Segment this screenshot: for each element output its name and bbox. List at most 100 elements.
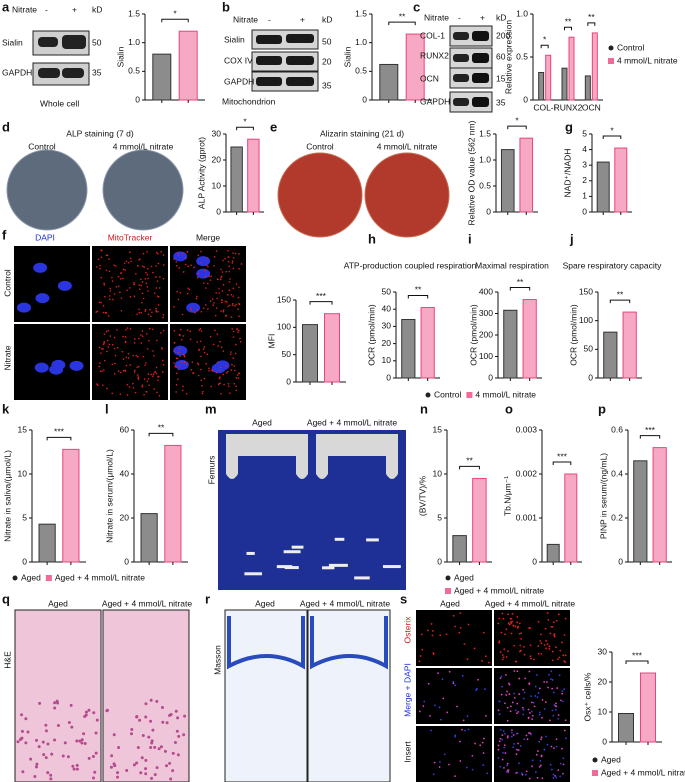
bar xyxy=(545,54,552,101)
y-tick-label: 15 xyxy=(433,424,443,434)
osx-dot xyxy=(432,652,435,654)
y-axis-label: OCR (pmol/min) xyxy=(468,304,478,366)
y-tick-label: 0 xyxy=(532,556,537,566)
osx-dot xyxy=(440,718,442,721)
mito-dot xyxy=(182,271,185,273)
osx-dot xyxy=(521,773,524,776)
mito-dot xyxy=(209,279,212,281)
mito-dot xyxy=(145,271,147,274)
osx-dot xyxy=(421,648,424,651)
mito-dot xyxy=(162,359,164,362)
mito-dot xyxy=(237,331,239,333)
he-cell xyxy=(67,720,71,724)
mito-dot xyxy=(146,273,149,276)
mito-dot xyxy=(150,373,153,376)
mito-dot xyxy=(228,304,231,307)
legend-label: Aged + 4 mmol/L nitrate xyxy=(601,767,685,777)
mito-dot xyxy=(141,301,143,304)
y-tick-label: 200 xyxy=(479,329,493,339)
osx-dot xyxy=(543,644,546,646)
mito-dot xyxy=(155,251,158,254)
y-tick-label: 30 xyxy=(212,128,222,138)
mito-dot xyxy=(152,375,154,377)
mito-dot xyxy=(113,347,116,350)
blot-band xyxy=(472,97,489,107)
osx-dot xyxy=(471,768,474,771)
mito-dot xyxy=(193,266,196,269)
mito-dot xyxy=(181,313,184,316)
mito-dot xyxy=(176,290,178,293)
mito-dot xyxy=(158,395,161,397)
mito-dot xyxy=(103,282,105,285)
mito-dot xyxy=(240,263,243,265)
he-cell xyxy=(112,762,116,766)
osx-dot xyxy=(506,719,509,722)
blot-band xyxy=(62,68,84,78)
he-cell xyxy=(174,709,178,713)
panel-letter: j xyxy=(569,231,574,246)
osx-dot xyxy=(551,659,554,662)
osx-dot xyxy=(499,728,502,731)
osx-dot xyxy=(501,654,504,657)
osx-dot xyxy=(458,740,461,743)
osx-dot xyxy=(454,734,457,737)
osx-dot xyxy=(431,630,434,632)
mito-dot xyxy=(130,260,132,263)
trabecula xyxy=(283,550,301,554)
trabecula xyxy=(354,576,370,580)
mito-dot xyxy=(157,379,159,382)
mito-dot xyxy=(194,311,196,314)
mito-dot xyxy=(208,367,210,370)
he-cell xyxy=(91,776,95,780)
osx-dot xyxy=(441,678,444,681)
osx-dot xyxy=(501,685,503,688)
osx-dot xyxy=(518,622,521,625)
osx-dot xyxy=(504,702,506,705)
he-cell xyxy=(20,729,24,733)
mito-dot xyxy=(144,310,147,312)
osx-dot xyxy=(509,710,512,713)
blot-band xyxy=(286,34,314,43)
osx-dot xyxy=(438,760,441,763)
mito-dot xyxy=(145,390,148,393)
mito-dot xyxy=(148,339,150,342)
bar xyxy=(591,32,598,101)
panel-text: Aged + 4 mmol/L nitrate xyxy=(307,417,397,427)
mito-dot xyxy=(173,362,175,364)
osx-dot xyxy=(438,706,441,709)
mito-dot xyxy=(148,384,150,386)
y-tick-label: 1.0 xyxy=(355,37,367,47)
mito-dot xyxy=(201,384,203,387)
mito-dot xyxy=(150,315,152,318)
mito-dot xyxy=(158,375,160,378)
mito-dot xyxy=(160,332,162,334)
he-cell xyxy=(130,727,134,731)
y-tick-label: 0.4 xyxy=(611,468,623,478)
osx-dot xyxy=(498,700,501,703)
blot-strip xyxy=(251,71,319,92)
bar xyxy=(230,146,243,213)
mito-dot xyxy=(197,362,199,364)
bar xyxy=(603,331,618,379)
mito-dot xyxy=(206,353,209,356)
mito-dot xyxy=(106,339,109,342)
mito-dot xyxy=(134,338,136,340)
fluor-image xyxy=(494,726,570,782)
osx-dot xyxy=(423,700,426,703)
osx-dot xyxy=(465,766,468,769)
osx-dot xyxy=(531,718,534,721)
he-cell xyxy=(140,756,144,760)
y-axis-label: NAD⁺/NADH xyxy=(562,149,572,198)
trabecula xyxy=(244,572,263,576)
osx-dot xyxy=(473,647,476,650)
y-axis-label: PINP in serum/(ng/mL) xyxy=(598,453,608,539)
he-cell xyxy=(71,764,75,768)
mito-dot xyxy=(203,345,206,348)
y-tick-label: 0.001 xyxy=(516,512,538,522)
mito-dot xyxy=(225,270,228,273)
mito-dot xyxy=(208,275,210,277)
he-image xyxy=(102,609,190,782)
mito-dot xyxy=(202,307,205,309)
sig-label: *** xyxy=(632,650,643,660)
mito-dot xyxy=(235,376,238,379)
